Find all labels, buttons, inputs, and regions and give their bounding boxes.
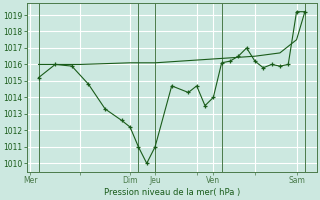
X-axis label: Pression niveau de la mer( hPa ): Pression niveau de la mer( hPa ) <box>104 188 240 197</box>
